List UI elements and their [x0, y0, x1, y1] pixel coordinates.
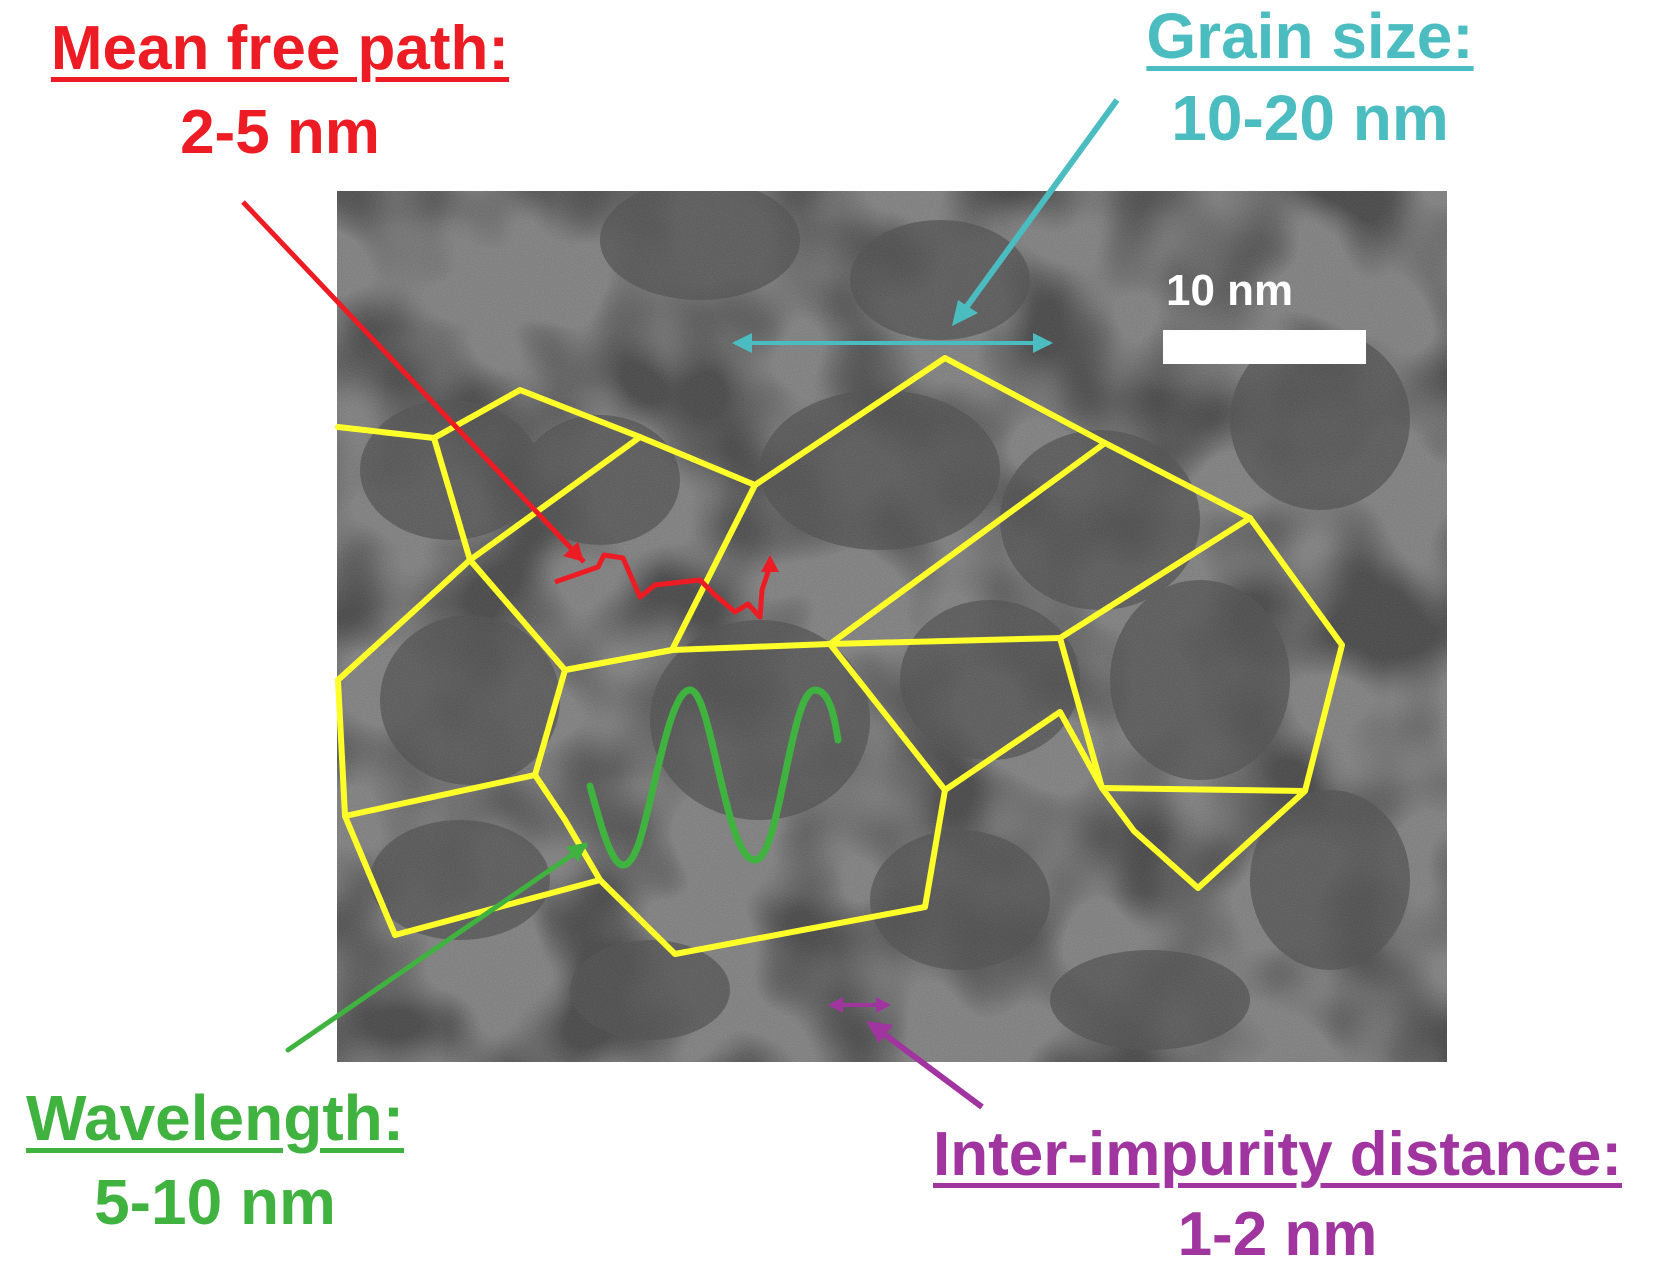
wavelength-value: 5-10 nm	[94, 1166, 336, 1238]
inter-impurity-value: 1-2 nm	[1177, 1200, 1378, 1269]
mean-free-path-value: 2-5 nm	[180, 98, 380, 167]
grain-boundaries	[335, 355, 1345, 957]
scale-bar	[1163, 330, 1366, 364]
mean-free-path-label: Mean free path: 2-5 nm	[10, 18, 550, 164]
wavelength-label: Wavelength: 5-10 nm	[0, 1086, 430, 1234]
scale-bar-label: 10 nm	[1166, 266, 1294, 315]
mean-free-path-title: Mean free path:	[50, 14, 510, 83]
inter-impurity-title: Inter-impurity distance:	[933, 1120, 1622, 1189]
grain-size-title: Grain size:	[1146, 0, 1474, 72]
grain-size-label: Grain size: 10-20 nm	[1100, 4, 1520, 150]
grain-size-value: 10-20 nm	[1171, 82, 1449, 154]
wavelength-marker	[285, 686, 842, 1053]
inter-impurity-marker	[828, 997, 984, 1110]
mean-free-path-marker	[241, 200, 779, 620]
grain-size-marker	[732, 98, 1120, 353]
wavelength-title: Wavelength:	[25, 1082, 405, 1154]
inter-impurity-label: Inter-impurity distance: 1-2 nm	[880, 1124, 1675, 1266]
